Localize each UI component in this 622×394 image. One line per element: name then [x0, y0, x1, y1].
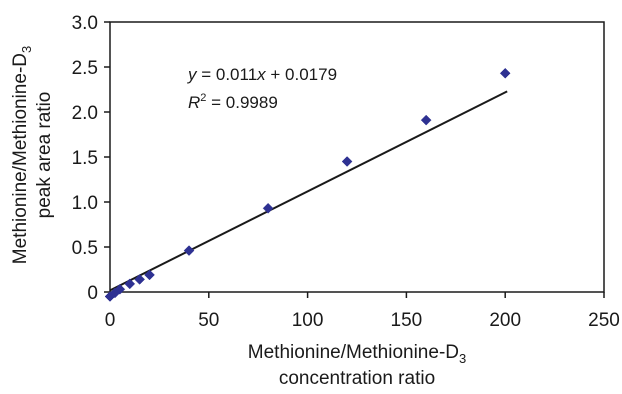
x-axis-ticks: 0 50 100 150 200 250 [105, 292, 620, 331]
x-axis-label-line2: concentration ratio [279, 368, 435, 389]
data-point [114, 283, 126, 295]
y-axis-label-line2: peak area ratio [34, 92, 55, 219]
x-tick-label: 50 [198, 310, 219, 331]
data-point [183, 245, 195, 256]
y-tick-label: 2.5 [72, 58, 98, 79]
data-point [134, 274, 145, 285]
data-point [420, 114, 432, 126]
trendline-group [109, 90, 508, 292]
y-tick-label: 1.5 [72, 148, 98, 169]
x-tick-label: 200 [489, 310, 521, 331]
r-squared: R2 = 0.9989 [188, 92, 278, 112]
y-tick-label: 0 [87, 283, 98, 304]
y-tick-label: 3.0 [72, 13, 98, 34]
data-points [104, 67, 511, 302]
y-axis-label: Methionine/Methionine-D3 [10, 46, 34, 264]
data-point [124, 278, 136, 290]
trendline [109, 90, 508, 292]
x-axis-label: Methionine/Methionine-D3 [248, 342, 466, 366]
x-tick-label: 0 [105, 310, 116, 331]
y-tick-label: 2.0 [72, 103, 98, 124]
data-point [262, 202, 274, 214]
x-tick-label: 150 [391, 310, 423, 331]
data-point [341, 156, 353, 167]
x-tick-label: 250 [588, 310, 620, 331]
data-point [144, 269, 155, 281]
data-point [499, 67, 511, 79]
y-tick-label: 1.0 [72, 193, 98, 214]
y-axis-ticks: 0 0.5 1.0 1.5 2.0 2.5 3.0 [72, 13, 110, 304]
plot-area [109, 21, 605, 293]
x-tick-label: 100 [292, 310, 324, 331]
y-tick-label: 0.5 [72, 238, 98, 259]
regression-equation: y = 0.011x + 0.0179 [187, 65, 337, 84]
